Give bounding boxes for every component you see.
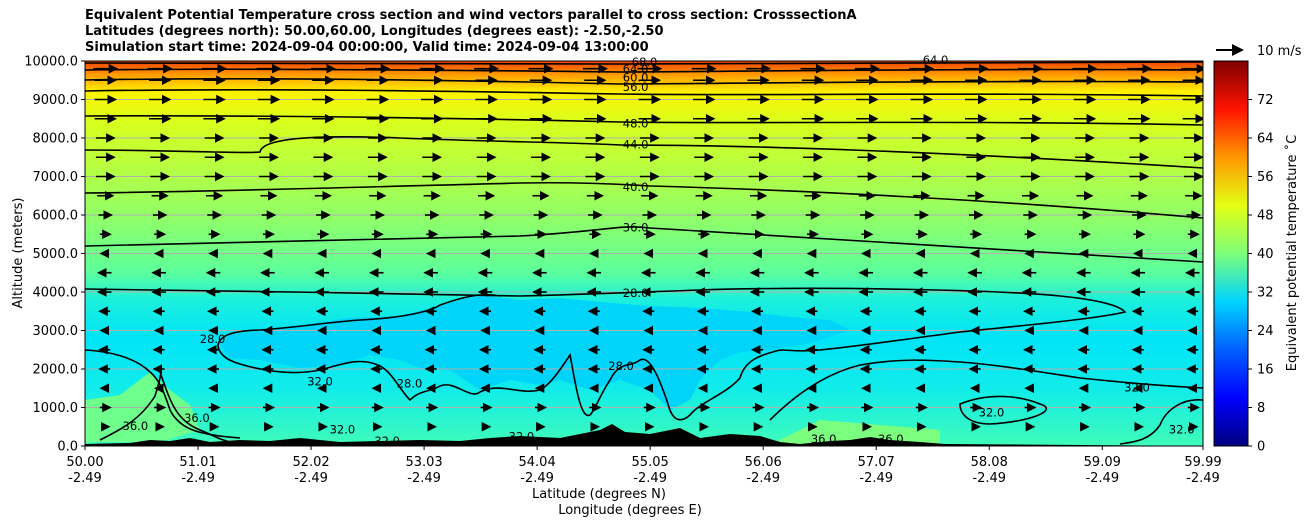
y-tick-label: 4000.0 bbox=[33, 286, 79, 301]
contour-label: 64.0 bbox=[623, 62, 649, 76]
x-tick-label-lon: -2.49 bbox=[294, 471, 328, 486]
colorbar-tick-label: 8 bbox=[1257, 401, 1265, 416]
contour-label: 32.0 bbox=[979, 405, 1005, 419]
contour-label: 32.0 bbox=[1124, 380, 1150, 394]
colorbar-scale bbox=[1213, 60, 1249, 447]
x-tick-label-lat: 58.08 bbox=[971, 455, 1008, 470]
x-tick-label-lat: 59.99 bbox=[1184, 455, 1221, 470]
y-tick-label: 1000.0 bbox=[33, 401, 79, 416]
y-tick-label: 3000.0 bbox=[33, 324, 79, 339]
colorbar-tick-label: 56 bbox=[1257, 170, 1274, 185]
colorbar-tick-label: 48 bbox=[1257, 209, 1274, 224]
contour-label: 36.0 bbox=[811, 432, 837, 446]
contour-label: 28.0 bbox=[608, 359, 634, 373]
x-tick-label-lat: 59.09 bbox=[1084, 455, 1121, 470]
contour-28-outer bbox=[85, 287, 1127, 421]
contour-label: 36.0 bbox=[123, 419, 149, 433]
contour-56 bbox=[85, 88, 1203, 97]
contour-32-bottom-right bbox=[1119, 399, 1203, 445]
colorbar: 0 8 16 24 32 40 48 56 64 72 Equivalent potential … bbox=[1213, 60, 1300, 455]
contour-36 bbox=[85, 226, 1203, 263]
chart-title-line-2: Latitudes (degrees north): 50.00,60.00, … bbox=[85, 24, 664, 39]
contour-40 bbox=[85, 181, 1203, 219]
contour-label: 40.0 bbox=[623, 180, 649, 194]
chart-title-line-3: Simulation start time: 2024-09-04 00:00:… bbox=[85, 40, 649, 55]
y-tick-label: 10000.0 bbox=[24, 55, 78, 70]
contour-label: 32.0 bbox=[1169, 423, 1195, 437]
colorbar-tick-label: 16 bbox=[1257, 363, 1274, 378]
contour-label: 28.0 bbox=[200, 332, 226, 346]
x-tick-label-lon: -2.49 bbox=[633, 471, 667, 486]
warm-surface-patch bbox=[780, 420, 940, 446]
x-tick-label-lat: 57.07 bbox=[858, 455, 895, 470]
colorbar-label: Equivalent potential temperature ˚C bbox=[1284, 135, 1300, 371]
x-tick-label-lat: 53.03 bbox=[405, 455, 442, 470]
colorbar-tick-label: 24 bbox=[1257, 324, 1274, 339]
x-tick-label-lon: -2.49 bbox=[1085, 471, 1119, 486]
terrain bbox=[85, 424, 1203, 446]
y-axis: 0.0 1000.0 2000.0 3000.0 4000.0 5000.0 6000.0 7… bbox=[24, 55, 85, 455]
contour-label: 68.0 bbox=[632, 55, 658, 69]
contour-32-right bbox=[769, 359, 1203, 421]
colorbar-tick-label: 0 bbox=[1257, 440, 1265, 455]
contour-label: 28.0 bbox=[397, 376, 423, 390]
contour-label: 32.0 bbox=[509, 430, 535, 444]
contour-32-lower bbox=[959, 395, 1048, 425]
plot-area: 68.064.060.056.064.048.044.040.036.028.0… bbox=[84, 53, 1204, 448]
y-tick-label: 9000.0 bbox=[33, 93, 79, 108]
contour-label: 28.0 bbox=[623, 286, 649, 300]
contour-label: 36.0 bbox=[878, 432, 904, 446]
x-tick-label-lat: 54.04 bbox=[519, 455, 556, 470]
contour-label: 36.0 bbox=[623, 220, 649, 234]
x-tick-label-lon: -2.49 bbox=[181, 471, 215, 486]
x-tick-label-lat: 50.00 bbox=[66, 455, 103, 470]
contour-label: 32.0 bbox=[307, 374, 333, 388]
x-tick-label-lat: 52.02 bbox=[292, 455, 329, 470]
wind-key-label: 10 m/s bbox=[1257, 44, 1302, 59]
contour-60 bbox=[85, 77, 1203, 85]
colorbar-tick-label: 32 bbox=[1257, 286, 1274, 301]
x-tick-label-lat: 56.06 bbox=[745, 455, 782, 470]
colorbar-tick-label: 72 bbox=[1257, 93, 1274, 108]
contour-64 bbox=[85, 68, 1203, 73]
contour-label: 44.0 bbox=[623, 138, 649, 152]
x-axis-label-longitude: Longitude (degrees E) bbox=[558, 503, 702, 518]
x-axis-label-latitude: Latitude (degrees N) bbox=[532, 487, 666, 502]
contour-label: 32.0 bbox=[330, 423, 356, 437]
x-tick-label-lat: 51.01 bbox=[179, 455, 216, 470]
x-tick-label-lon: -2.49 bbox=[746, 471, 780, 486]
y-tick-label: 8000.0 bbox=[33, 132, 79, 147]
y-tick-label: 6000.0 bbox=[33, 209, 79, 224]
y-axis-label: Altitude (meters) bbox=[11, 198, 26, 309]
contour-label: 64.0 bbox=[923, 53, 949, 67]
x-tick-label-lon: -2.49 bbox=[1186, 471, 1220, 486]
x-tick-label-lat: 55.05 bbox=[632, 455, 669, 470]
contour-label: 32.0 bbox=[374, 434, 400, 448]
x-axis: 50.00-2.4951.01-2.4952.02-2.4953.03-2.49… bbox=[66, 446, 1222, 486]
wind-vectors bbox=[93, 63, 1203, 432]
y-tick-label: 0.0 bbox=[57, 440, 78, 455]
x-tick-label-lon: -2.49 bbox=[520, 471, 554, 486]
contour-label: 56.0 bbox=[623, 80, 649, 94]
chart-title-line-1: Equivalent Potential Temperature cross s… bbox=[85, 8, 857, 23]
contour-68 bbox=[85, 61, 1203, 65]
contour-labels: 68.064.060.056.064.048.044.040.036.028.0… bbox=[123, 53, 1195, 448]
y-tick-label: 7000.0 bbox=[33, 170, 79, 185]
colorbar-tick-label: 40 bbox=[1257, 247, 1274, 262]
x-tick-label-lon: -2.49 bbox=[407, 471, 441, 486]
y-tick-label: 2000.0 bbox=[33, 363, 79, 378]
y-tick-label: 5000.0 bbox=[33, 247, 79, 262]
x-tick-label-lon: -2.49 bbox=[972, 471, 1006, 486]
x-tick-label-lon: -2.49 bbox=[859, 471, 893, 486]
contour-label: 36.0 bbox=[184, 411, 210, 425]
contour-label: 48.0 bbox=[623, 117, 649, 131]
wind-key: 10 m/s bbox=[1216, 44, 1302, 59]
colorbar-ticks: 0 8 16 24 32 40 48 56 64 72 bbox=[1248, 93, 1274, 455]
x-tick-label-lon: -2.49 bbox=[68, 471, 102, 486]
colorbar-tick-label: 64 bbox=[1257, 132, 1274, 147]
